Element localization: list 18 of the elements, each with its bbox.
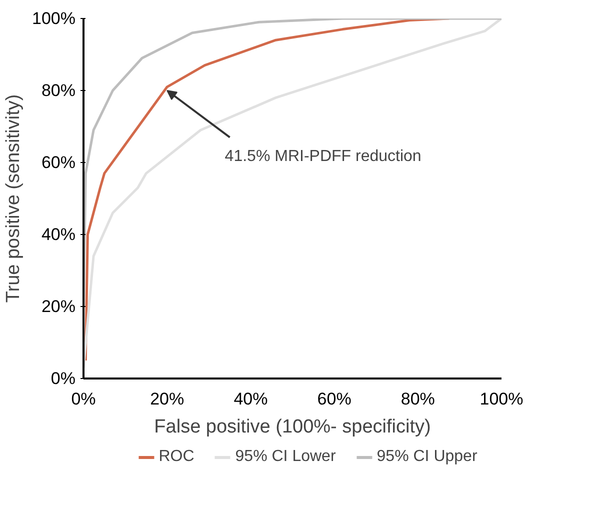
x-tick-label: 40% — [234, 390, 268, 408]
y-tick-label: 40% — [41, 225, 76, 244]
x-tick-label: 80% — [400, 390, 435, 408]
y-axis-title: True positive (sensitivity) — [3, 94, 24, 303]
y-tick-label: 0% — [50, 369, 76, 388]
x-tick-label: 60% — [317, 390, 352, 408]
y-tick-label: 80% — [41, 81, 76, 100]
x-tick-label: 0% — [71, 390, 96, 408]
y-tick-label: 20% — [41, 297, 76, 316]
annotation: 41.5% MRI-PDFF reduction — [224, 148, 422, 166]
legend-label: ROC — [158, 448, 194, 466]
legend-label: 95% CI Lower — [235, 448, 336, 466]
legend-label: 95% CI Upper — [376, 448, 478, 466]
y-tick-label: 60% — [41, 153, 76, 172]
x-axis-title: False positive (100%- specificity) — [154, 416, 431, 438]
x-tick-label: 20% — [150, 390, 184, 408]
y-tick-label: 100% — [32, 9, 76, 28]
x-tick-label: 100% — [480, 390, 524, 408]
